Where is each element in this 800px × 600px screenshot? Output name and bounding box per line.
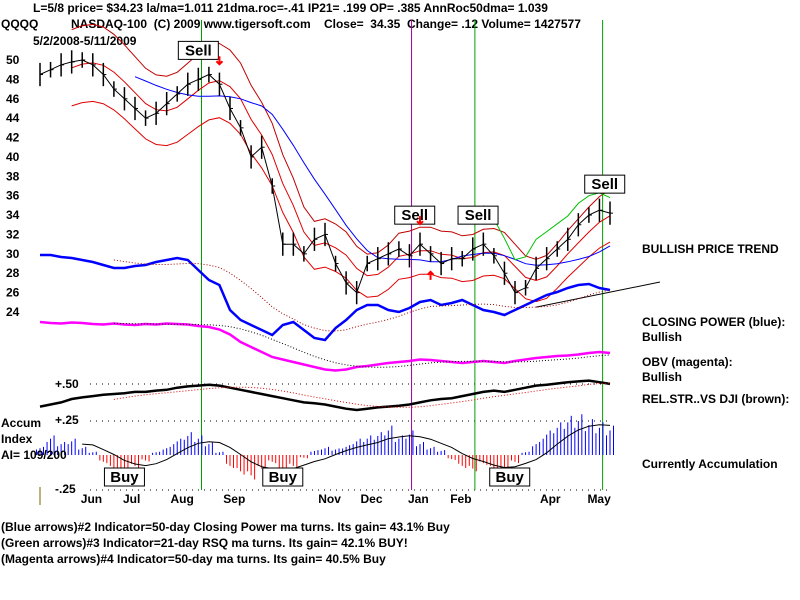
closing-power-status: Bullish — [642, 330, 683, 344]
signal-label: Buy — [269, 469, 298, 486]
x-tick-label: Jul — [123, 492, 140, 506]
date-range: 5/2/2008-5/11/2009 — [33, 34, 137, 48]
footer-line-3: (Magenta arrows)#4 Indicator=50-day ma t… — [1, 552, 386, 566]
trend-pointer-line — [536, 281, 661, 308]
signal-box — [103, 467, 145, 487]
signal-label: Sell — [401, 207, 428, 224]
accum-ma-line — [82, 424, 611, 471]
sell-signal: Sell — [177, 40, 219, 60]
signal-box — [177, 40, 219, 60]
accum-title-2: Index — [1, 432, 33, 446]
y-tick-label: 36 — [6, 189, 20, 203]
sell-signal: Sell — [584, 174, 626, 194]
upper-band — [71, 23, 611, 260]
signal-box — [457, 205, 499, 225]
footer-line-1: (Blue arrows)#2 Indicator=50-day Closing… — [1, 520, 450, 534]
closing-power-line — [40, 253, 611, 342]
y-tick-label: 40 — [6, 150, 20, 164]
buy-signal: Buy — [103, 467, 145, 487]
x-tick-label: Jun — [81, 492, 102, 506]
sell-signal: Sell — [457, 205, 499, 225]
rel-str-label: REL.STR..VS DJI (brown): — [642, 392, 790, 406]
signal-label: Sell — [591, 176, 618, 193]
signal-box — [262, 467, 304, 487]
x-tick-label: Apr — [540, 492, 561, 506]
y-tick-label: 50 — [6, 53, 20, 67]
signal-box — [584, 174, 626, 194]
y-tick-label: 26 — [6, 286, 20, 300]
ma-21-line — [71, 62, 611, 282]
level-plus-50: +.50 — [55, 377, 79, 391]
y-tick-label: 46 — [6, 92, 20, 106]
rel-str-line — [39, 379, 611, 412]
red-up-arrow-icon — [426, 270, 435, 280]
x-tick-label: Jan — [408, 492, 429, 506]
y-tick-label: 44 — [6, 111, 20, 125]
y-tick-label: 24 — [6, 305, 20, 319]
symbol: QQQQ — [1, 17, 39, 31]
signal-label: Sell — [465, 207, 492, 224]
buy-signal: Buy — [489, 467, 531, 487]
footer-line-2: (Green arrows)#3 Indicator=21-day RSQ ma… — [1, 536, 408, 550]
obv-line — [39, 320, 611, 372]
y-tick-label: 38 — [6, 169, 20, 183]
x-tick-label: Dec — [361, 492, 383, 506]
y-tick-label: 28 — [6, 266, 20, 280]
level-minus-25: -.25 — [55, 482, 76, 496]
y-tick-label: 30 — [6, 247, 20, 261]
header-quote: NASDAQ-100 (C) 2009 www.tigersoft.com Cl… — [71, 17, 581, 31]
buy-signal: Buy — [262, 467, 304, 487]
signal-box — [489, 467, 531, 487]
obv-ma — [113, 322, 611, 368]
closing-power-label: CLOSING POWER (blue): — [642, 315, 786, 329]
x-tick-label: Sep — [223, 492, 245, 506]
price-line — [39, 59, 611, 294]
lower-band — [71, 100, 611, 303]
x-tick-label: Feb — [450, 492, 471, 506]
sell-signal: Sell — [394, 205, 436, 225]
trend-label: BULLISH PRICE TREND — [642, 242, 779, 256]
y-tick-label: 48 — [6, 72, 20, 86]
signal-label: Buy — [110, 469, 139, 486]
red-down-arrow-icon — [215, 56, 224, 66]
level-plus-25: +.25 — [55, 413, 79, 427]
x-tick-label: May — [587, 492, 611, 506]
x-tick-label: Nov — [318, 492, 341, 506]
signal-label: Sell — [185, 42, 212, 59]
obv-status: Bullish — [642, 370, 683, 384]
obv-label: OBV (magenta): — [642, 355, 733, 369]
y-tick-label: 34 — [6, 208, 20, 222]
accum-status: Currently Accumulation — [642, 457, 778, 471]
accum-title-1: Accum — [1, 416, 42, 430]
y-tick-label: 42 — [6, 131, 20, 145]
ma-green-line — [482, 192, 611, 261]
red-down-arrow-icon — [416, 216, 424, 226]
ma-50-line — [134, 76, 611, 266]
x-tick-label: Aug — [171, 492, 194, 506]
header-stats: L=5/8 price= $34.23 la/ma=1.011 21dma.ro… — [33, 1, 548, 15]
accum-ai: AI= 109/200 — [1, 448, 67, 462]
signal-label: Buy — [496, 469, 525, 486]
signal-box — [394, 205, 436, 225]
y-tick-label: 32 — [6, 227, 20, 241]
